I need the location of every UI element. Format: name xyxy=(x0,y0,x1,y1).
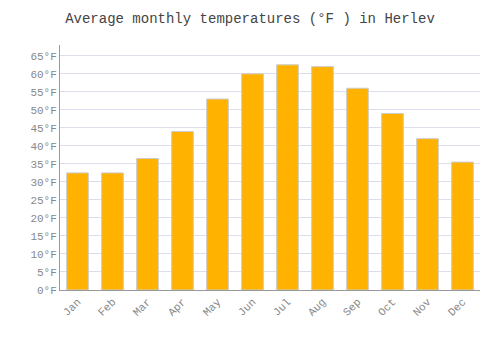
svg-text:Jan: Jan xyxy=(61,296,83,318)
svg-text:Dec: Dec xyxy=(446,296,468,318)
svg-text:Nov: Nov xyxy=(411,296,434,319)
svg-text:50°F: 50°F xyxy=(30,105,56,117)
svg-text:May: May xyxy=(201,296,224,319)
svg-text:Apr: Apr xyxy=(166,296,188,318)
svg-text:Jul: Jul xyxy=(271,296,293,318)
svg-text:Sep: Sep xyxy=(341,296,363,318)
svg-text:40°F: 40°F xyxy=(30,141,56,153)
svg-text:30°F: 30°F xyxy=(30,177,56,189)
svg-text:5°F: 5°F xyxy=(37,267,57,279)
svg-text:65°F: 65°F xyxy=(30,51,56,63)
svg-text:0°F: 0°F xyxy=(37,285,57,297)
svg-text:35°F: 35°F xyxy=(30,159,56,171)
svg-text:10°F: 10°F xyxy=(30,249,56,261)
svg-text:20°F: 20°F xyxy=(30,213,56,225)
svg-text:55°F: 55°F xyxy=(30,87,56,99)
svg-text:Aug: Aug xyxy=(306,296,328,318)
svg-text:Jun: Jun xyxy=(236,296,258,318)
svg-text:Mar: Mar xyxy=(131,296,153,318)
svg-text:15°F: 15°F xyxy=(30,231,56,243)
svg-text:Oct: Oct xyxy=(376,296,398,318)
svg-text:25°F: 25°F xyxy=(30,195,56,207)
svg-text:45°F: 45°F xyxy=(30,123,56,135)
svg-text:Feb: Feb xyxy=(96,296,118,318)
svg-text:Average monthly temperatures (: Average monthly temperatures (°F ) in He… xyxy=(65,11,435,27)
svg-text:60°F: 60°F xyxy=(30,69,56,81)
